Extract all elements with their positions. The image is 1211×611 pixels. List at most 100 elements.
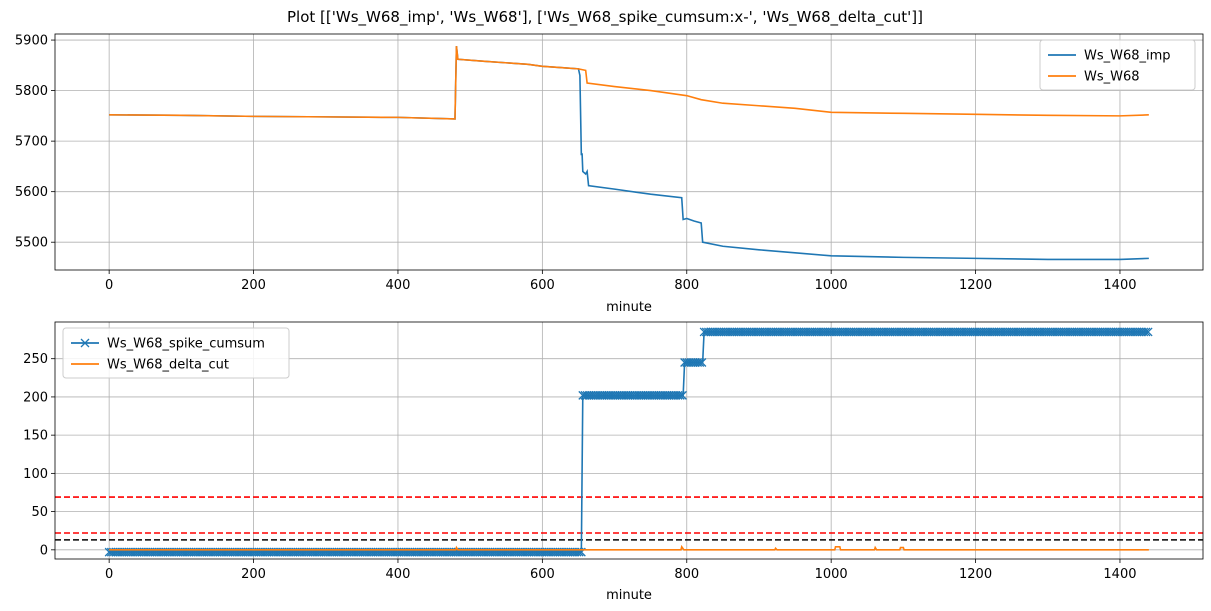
marker xyxy=(742,327,752,337)
marker xyxy=(1132,327,1142,337)
marker xyxy=(1098,327,1108,337)
marker xyxy=(662,390,672,400)
marker xyxy=(862,327,872,337)
marker xyxy=(608,390,618,400)
marker xyxy=(1070,327,1079,337)
marker xyxy=(680,358,690,367)
marker xyxy=(641,390,651,400)
marker xyxy=(788,327,798,337)
marker xyxy=(814,327,824,337)
marker xyxy=(775,327,785,337)
marker xyxy=(1026,327,1036,337)
marker xyxy=(1022,327,1032,337)
marker xyxy=(974,327,984,337)
marker xyxy=(842,327,852,337)
marker xyxy=(1013,327,1023,337)
marker xyxy=(894,327,904,337)
marker xyxy=(658,390,668,400)
x-tick-label: 400 xyxy=(386,567,411,582)
marker xyxy=(636,390,646,400)
marker xyxy=(582,390,592,400)
marker xyxy=(816,327,826,337)
marker xyxy=(686,358,696,367)
marker xyxy=(703,327,713,337)
marker xyxy=(716,327,726,337)
legend-label-Ws_W68: Ws_W68 xyxy=(1084,70,1140,85)
marker xyxy=(1005,327,1014,337)
marker xyxy=(818,327,828,337)
marker xyxy=(935,327,945,337)
marker xyxy=(1115,327,1125,337)
marker xyxy=(1128,327,1138,337)
marker xyxy=(994,327,1004,337)
marker xyxy=(931,327,941,337)
series-line-Ws_W68_spike_cumsum xyxy=(109,331,1149,553)
marker xyxy=(738,327,748,337)
marker xyxy=(1080,327,1090,337)
marker xyxy=(857,327,867,337)
marker xyxy=(1007,327,1017,337)
marker xyxy=(753,327,763,337)
marker xyxy=(989,327,999,337)
x-axis-label: minute xyxy=(606,300,652,315)
marker xyxy=(966,327,975,337)
x-axis-label: minute xyxy=(606,588,652,603)
marker xyxy=(877,327,887,337)
marker xyxy=(732,327,742,337)
marker xyxy=(699,327,709,337)
marker xyxy=(628,390,638,400)
marker xyxy=(827,327,837,337)
marker xyxy=(810,327,820,337)
marker xyxy=(1024,327,1034,337)
marker xyxy=(764,327,774,337)
marker xyxy=(580,390,590,400)
chart-bottom: 0 200 400 600 800 1000 1200 1400 0 50 100 150 200 250… xyxy=(23,321,1204,603)
marker xyxy=(660,390,670,400)
x-tick-label: 1000 xyxy=(815,567,848,582)
marker xyxy=(950,327,960,337)
marker xyxy=(883,327,893,337)
marker xyxy=(621,390,631,400)
marker xyxy=(781,327,791,337)
marker xyxy=(1015,327,1025,337)
marker xyxy=(578,390,588,400)
marker xyxy=(610,390,620,400)
marker xyxy=(1000,327,1010,337)
marker xyxy=(638,390,648,400)
marker xyxy=(688,358,698,367)
y-tick-label: 5700 xyxy=(15,135,48,150)
marker xyxy=(801,327,811,337)
marker xyxy=(1063,327,1073,337)
marker xyxy=(929,327,939,337)
axes-frame xyxy=(54,321,1204,560)
marker xyxy=(987,327,997,337)
marker xyxy=(1091,327,1101,337)
marker xyxy=(740,327,750,337)
marker xyxy=(794,327,804,337)
marker xyxy=(1050,327,1060,337)
legend-marker xyxy=(80,338,90,348)
marker xyxy=(948,327,958,337)
x-tick-label: 600 xyxy=(530,278,555,293)
marker xyxy=(942,327,952,337)
marker xyxy=(853,327,863,337)
marker xyxy=(872,327,882,337)
marker xyxy=(617,390,627,400)
marker xyxy=(914,327,923,337)
x-tick-label: 400 xyxy=(386,278,411,293)
marker xyxy=(805,327,815,337)
marker xyxy=(591,390,601,400)
y-tick-label: 5600 xyxy=(15,185,48,200)
marker xyxy=(996,327,1006,337)
marker xyxy=(812,327,822,337)
marker xyxy=(749,327,759,337)
marker xyxy=(768,327,778,337)
axes-frame xyxy=(54,33,1204,271)
marker xyxy=(918,327,928,337)
y-tick-label: 0 xyxy=(40,543,48,558)
marker xyxy=(1130,327,1140,337)
marker xyxy=(664,390,674,400)
marker xyxy=(937,327,947,337)
plot-area xyxy=(109,46,1149,261)
marker xyxy=(693,358,703,367)
